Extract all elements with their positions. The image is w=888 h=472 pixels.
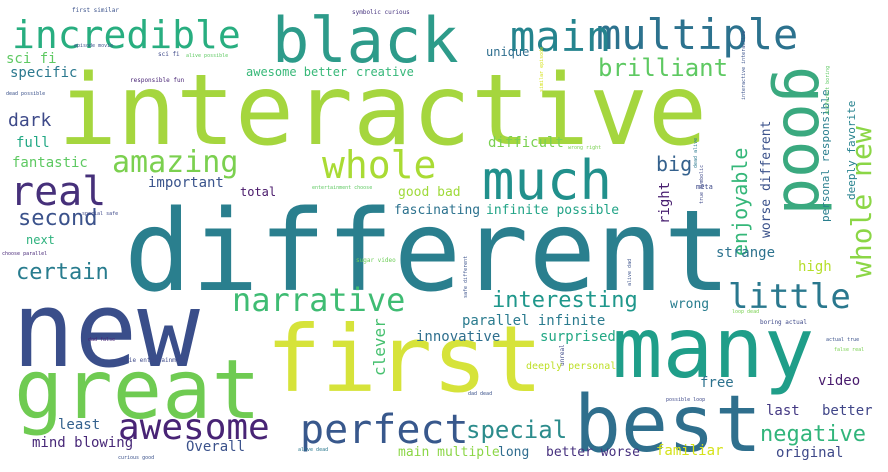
word-infinite-possible: infinite possible — [486, 203, 620, 218]
word-new: new — [12, 269, 200, 391]
word-loop-dead: loop dead — [732, 309, 760, 315]
word-entertainment-choose: entertainment choose — [312, 185, 373, 191]
word-actual-true: actual true — [826, 337, 860, 343]
word-last: last — [766, 403, 800, 419]
word-sugar-video: sugar video — [356, 257, 396, 264]
word-interactive: interactive — [58, 54, 708, 168]
word-perfect: perfect — [300, 407, 469, 453]
word-wrong-right: wrong right — [568, 145, 602, 151]
word-dark: dark — [8, 110, 52, 131]
word-familiar: familiar — [656, 443, 724, 459]
word-certain: certain — [16, 260, 109, 285]
word-full: full — [16, 135, 50, 151]
word-unique: unique — [486, 45, 530, 59]
word-whole: whole — [322, 143, 437, 187]
word-curious-good: curious good — [118, 455, 155, 461]
word-special: special — [466, 416, 568, 444]
word-better-worse: better worse — [546, 445, 640, 460]
word-dead-alive: dead alive — [693, 137, 699, 168]
word-better: better — [822, 403, 873, 419]
word-parallel-infinite: parallel infinite — [462, 313, 606, 329]
word-multiple: multiple — [596, 10, 799, 59]
word-least: least — [58, 417, 101, 433]
word-important: important — [148, 175, 224, 191]
word-special-safe: special safe — [82, 211, 119, 217]
word-meta: meta — [696, 183, 713, 191]
word-many: many — [612, 299, 815, 397]
word-amazing: amazing — [112, 145, 239, 180]
word-best: best — [574, 380, 762, 470]
word-clever: clever — [370, 318, 389, 376]
word-next: next — [26, 233, 55, 247]
word-surprised: surprised — [540, 329, 616, 345]
word-interactive-interactive: interactive interactive — [741, 30, 747, 100]
word-high: high — [798, 259, 832, 275]
word-deeply-personal: deeply personal — [526, 361, 617, 372]
word-fascinating: fascinating — [394, 203, 481, 218]
word-similar-episode: similar episode — [539, 46, 545, 92]
word-strange: strange — [716, 245, 776, 261]
word-deeply-favorite: deeply favorite — [845, 100, 858, 200]
word-symbolic-curious: symbolic curious — [352, 9, 410, 16]
word-alive-possible: alive possible — [186, 53, 229, 59]
word-episode-movie: episode movie — [74, 43, 114, 49]
word-overall: Overall — [186, 439, 246, 455]
word-main: main — [510, 12, 612, 61]
word-mind-blowing: mind blowing — [32, 435, 134, 451]
word-innovative: innovative — [416, 329, 501, 345]
word-worse-different: worse different — [759, 120, 774, 238]
word-fantastic: fantastic — [12, 155, 88, 171]
word-narrative: narrative — [232, 281, 406, 319]
word-original: original — [776, 445, 844, 461]
word-video: video — [818, 373, 861, 389]
word-responsible-fun: responsible fun — [130, 77, 185, 84]
word-black: black — [272, 4, 459, 77]
word-alive-dead: alive dead — [298, 447, 329, 453]
word-true-symbolic: true symbolic — [699, 164, 705, 204]
word-enjoyable: enjoyable — [728, 147, 752, 256]
word-sci-fi: sci fi — [6, 51, 57, 67]
word-free: free — [700, 375, 734, 391]
word-real: real — [10, 169, 107, 215]
word-wrong: wrong — [670, 297, 710, 312]
word-right: right — [657, 181, 673, 224]
word-alive-dad: alive dad — [627, 258, 633, 286]
word-choose-parallel: choose parallel — [2, 251, 48, 257]
word-interesting: interesting — [492, 288, 638, 313]
word-dead-possible: dead possible — [6, 91, 46, 97]
word-first-similar: first similar — [72, 7, 119, 14]
word-creative: creative — [356, 65, 414, 79]
word-big: big — [656, 152, 693, 176]
word-safe-different: safe different — [463, 255, 469, 298]
word-different-boring: different boring — [825, 65, 831, 114]
word-false-real: false real — [834, 347, 865, 353]
word-second: second — [18, 206, 98, 231]
word-sci-fi-tiny: sci fi — [158, 51, 180, 58]
word-brilliant: brilliant — [598, 54, 729, 82]
word-great: great — [14, 343, 261, 438]
word-dad-false: dad false — [88, 337, 116, 343]
word-specific: specific — [10, 65, 78, 81]
word-first: first — [266, 306, 543, 413]
word-good-bad: good bad — [398, 185, 461, 200]
word-long: long — [498, 445, 530, 460]
word-awesome: awesome — [118, 407, 270, 448]
word-negative: negative — [760, 422, 866, 447]
word-unreal: unreal — [559, 344, 566, 366]
word-movie-entertainment: movie entertainment — [118, 357, 187, 364]
word-little: little — [728, 277, 851, 317]
word-awesome-better: awesome better — [246, 65, 348, 79]
word-dad-dead: dad dead — [468, 391, 493, 397]
word-boring-actual: boring actual — [760, 319, 807, 326]
word-total: total — [240, 185, 277, 199]
word-different: different — [124, 187, 731, 317]
word-difficult: difficult — [488, 135, 564, 151]
word-main-multiple: main multiple — [398, 445, 500, 460]
word-much: much — [482, 149, 613, 212]
word-incredible: incredible — [12, 13, 241, 57]
word-possible-loop: possible loop — [666, 397, 706, 403]
